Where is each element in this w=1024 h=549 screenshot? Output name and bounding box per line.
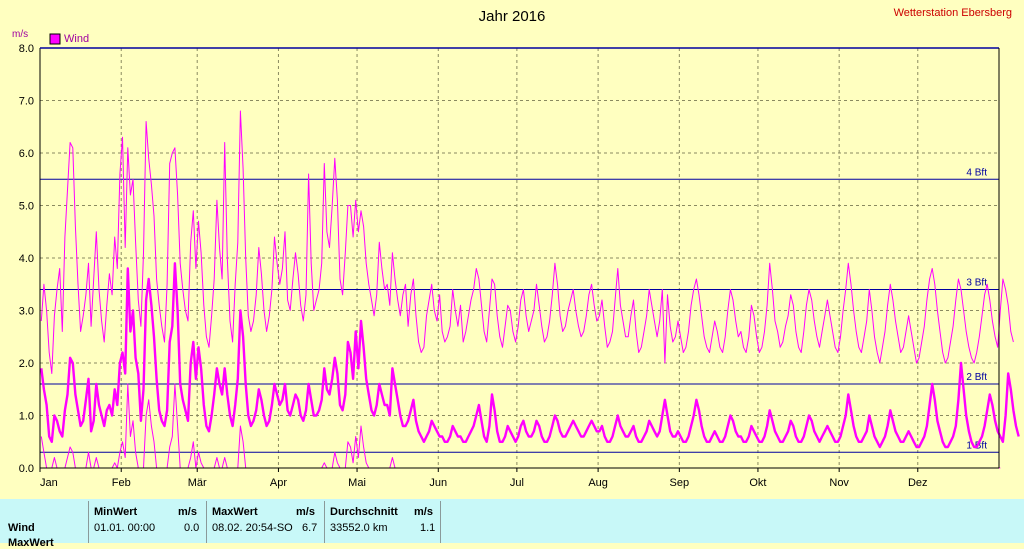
x-tick-label: Jul <box>510 477 524 489</box>
avg-unit-header: m/s <box>414 506 433 518</box>
y-tick-label: 3.0 <box>19 306 34 318</box>
stats-panel: MinWert m/s MaxWert m/s Durchschnitt m/s… <box>0 499 1024 549</box>
y-tick-label: 6.0 <box>19 148 34 160</box>
minwert-header: MinWert <box>94 506 138 518</box>
x-tick-label: Aug <box>588 477 608 489</box>
total-distance: 33552.0 km <box>330 522 388 534</box>
max-value: 6.7 <box>302 522 318 534</box>
max-time: 08.02. 20:54-SO <box>212 522 293 534</box>
y-axis-unit: m/s <box>12 29 28 40</box>
min-time: 01.01. 00:00 <box>94 522 156 534</box>
x-tick-label: Dez <box>908 477 928 489</box>
y-tick-label: 5.0 <box>19 201 34 213</box>
y-tick-label: 4.0 <box>19 253 34 265</box>
wind-maximum-line <box>40 110 1014 374</box>
chart-title: Jahr 2016 <box>479 8 546 25</box>
x-tick-label: Jan <box>40 477 58 489</box>
legend-swatch <box>49 33 61 45</box>
durchschnitt-header: Durchschnitt <box>330 506 398 518</box>
stats-divider <box>324 501 325 543</box>
stats-divider <box>88 501 89 543</box>
min-value: 0.0 <box>184 522 200 534</box>
x-tick-label: Apr <box>270 477 287 489</box>
x-tick-label: Mär <box>188 477 207 489</box>
x-tick-label: Feb <box>112 477 131 489</box>
x-tick-label: Okt <box>749 477 766 489</box>
wind-average-line <box>40 262 1020 449</box>
x-tick-label: Jun <box>429 477 447 489</box>
wind-chart: Jahr 2016 Wetterstation Ebersberg m/s Wi… <box>12 7 1020 489</box>
y-tick-label: 8.0 <box>19 43 34 55</box>
max-unit-header: m/s <box>296 506 315 518</box>
avg-value: 1.1 <box>420 522 436 534</box>
beaufort-label: 3 Bft <box>966 278 987 289</box>
y-tick-label: 0.0 <box>19 463 34 475</box>
maxwert-header: MaxWert <box>212 506 258 518</box>
legend-label: Wind <box>64 33 89 45</box>
row-label-maxwert: MaxWert <box>8 537 54 549</box>
beaufort-label: 4 Bft <box>966 167 987 178</box>
axes: 0.0 1.0 2.0 3.0 4.0 5.0 6.0 7.0 8.0 Jan Feb Mär Apr M… <box>19 43 1000 489</box>
stats-divider <box>206 501 207 543</box>
x-tick-label: Nov <box>829 477 849 489</box>
x-tick-label: Sep <box>670 477 690 489</box>
min-unit-header: m/s <box>178 506 197 518</box>
row-label-wind: Wind <box>8 522 35 534</box>
beaufort-label: 2 Bft <box>966 372 987 383</box>
stats-divider <box>440 501 441 543</box>
grid <box>40 48 999 468</box>
station-name: Wetterstation Ebersberg <box>894 7 1012 19</box>
y-tick-label: 1.0 <box>19 411 34 423</box>
y-tick-label: 2.0 <box>19 358 34 370</box>
x-tick-label: Mai <box>348 477 366 489</box>
y-tick-label: 7.0 <box>19 96 34 108</box>
